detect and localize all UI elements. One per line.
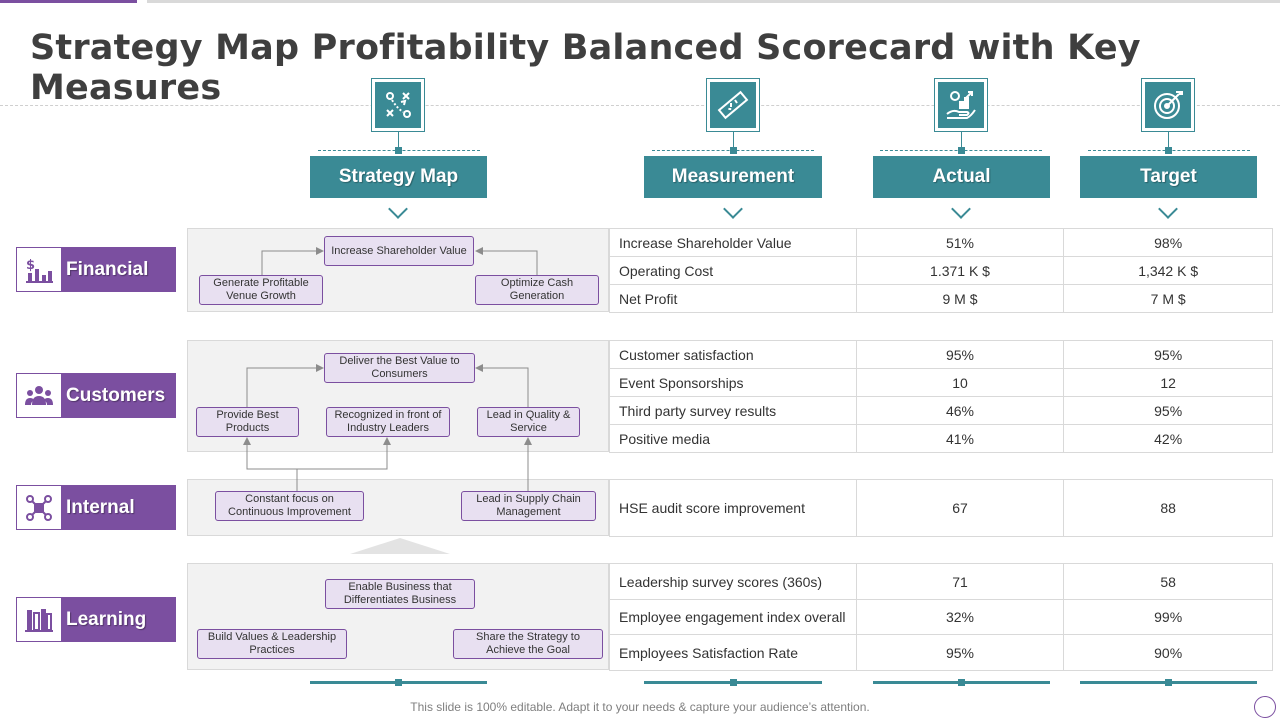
measure-cell: Operating Cost: [609, 256, 857, 285]
measures-table-learning: Leadership survey scores (360s) 71 58 Em…: [609, 563, 1273, 671]
strategy-plan-icon: [371, 78, 425, 132]
footer-note: This slide is 100% editable. Adapt it to…: [410, 700, 870, 714]
measure-cell: Increase Shareholder Value: [609, 228, 857, 257]
strategy-box-deliver-best-value: Deliver the Best Value to Consumers: [324, 353, 475, 383]
actual-cell: 95%: [855, 340, 1065, 369]
column-label-strategy: Strategy Map: [310, 156, 487, 198]
measures-table-financial: Increase Shareholder Value 51% 98% Opera…: [609, 228, 1273, 313]
actual-cell: 46%: [855, 396, 1065, 425]
target-cell: 88: [1063, 479, 1273, 537]
title-divider: [0, 105, 1280, 106]
strategy-box-provide-best-products: Provide Best Products: [196, 407, 299, 437]
perspective-label-learning: Learning: [62, 597, 176, 642]
perspective-customers: Customers: [16, 373, 176, 418]
actual-cell: 32%: [855, 599, 1065, 635]
strategy-box-supply-chain: Lead in Supply Chain Management: [461, 491, 596, 521]
bottom-dot: [730, 679, 737, 686]
strategy-box-continuous-improvement: Constant focus on Continuous Improvement: [215, 491, 364, 521]
target-cell: 12: [1063, 368, 1273, 397]
table-row: Customer satisfaction 95% 95%: [609, 340, 1273, 369]
target-cell: 90%: [1063, 634, 1273, 671]
target-cell: 99%: [1063, 599, 1273, 635]
strategy-box-generate-profitable-growth: Generate Profitable Venue Growth: [199, 275, 323, 305]
table-row: Net Profit 9 M $ 7 M $: [609, 284, 1273, 313]
target-cell: 1,342 K $: [1063, 256, 1273, 285]
measure-cell: Employee engagement index overall: [609, 599, 857, 635]
top-accent-bar: [0, 0, 137, 3]
measure-cell: HSE audit score improvement: [609, 479, 857, 537]
strategy-box-recognized-industry-leaders: Recognized in front of Industry Leaders: [326, 407, 450, 437]
measure-cell: Net Profit: [609, 284, 857, 313]
table-row: Operating Cost 1.371 K $ 1,342 K $: [609, 256, 1273, 285]
column-label-actual: Actual: [873, 156, 1050, 198]
target-cell: 58: [1063, 563, 1273, 600]
measure-cell: Event Sponsorships: [609, 368, 857, 397]
money-growth-icon: [934, 78, 988, 132]
actual-cell: 41%: [855, 424, 1065, 453]
people-group-icon: [16, 373, 62, 418]
measure-cell: Third party survey results: [609, 396, 857, 425]
target-cell: 42%: [1063, 424, 1273, 453]
target-cell: 95%: [1063, 340, 1273, 369]
table-row: Employee engagement index overall 32% 99…: [609, 599, 1273, 635]
books-icon: [16, 597, 62, 642]
strategy-box-build-values: Build Values & Leadership Practices: [197, 629, 347, 659]
perspective-internal: Internal: [16, 485, 176, 530]
strategy-box-lead-quality-service: Lead in Quality & Service: [477, 407, 580, 437]
table-row: Third party survey results 46% 95%: [609, 396, 1273, 425]
measure-cell: Leadership survey scores (360s): [609, 563, 857, 600]
actual-cell: 9 M $: [855, 284, 1065, 313]
bottom-dot: [395, 679, 402, 686]
corner-circle: [1254, 696, 1276, 718]
page-title: Strategy Map Profitability Balanced Scor…: [30, 28, 1141, 108]
column-label-target: Target: [1080, 156, 1257, 198]
table-row: HSE audit score improvement 67 88: [609, 479, 1273, 537]
perspective-learning: Learning: [16, 597, 176, 642]
actual-cell: 71: [855, 563, 1065, 600]
table-row: Employees Satisfaction Rate 95% 90%: [609, 634, 1273, 671]
top-gray-bar: [147, 0, 1280, 3]
actual-cell: 51%: [855, 228, 1065, 257]
table-row: Event Sponsorships 10 12: [609, 368, 1273, 397]
strategy-box-increase-shareholder-value: Increase Shareholder Value: [324, 236, 474, 266]
target-cell: 95%: [1063, 396, 1273, 425]
table-row: Increase Shareholder Value 51% 98%: [609, 228, 1273, 257]
perspective-label-customers: Customers: [62, 373, 176, 418]
svg-text:$: $: [26, 258, 35, 273]
actual-cell: 95%: [855, 634, 1065, 671]
measure-cell: Positive media: [609, 424, 857, 453]
target-cell: 98%: [1063, 228, 1273, 257]
perspective-financial: $ Financial: [16, 247, 176, 292]
measure-cell: Customer satisfaction: [609, 340, 857, 369]
perspective-label-financial: Financial: [62, 247, 176, 292]
strategy-box-share-strategy: Share the Strategy to Achieve the Goal: [453, 629, 603, 659]
measures-table-internal: HSE audit score improvement 67 88: [609, 479, 1273, 537]
actual-cell: 10: [855, 368, 1065, 397]
bottom-dot: [958, 679, 965, 686]
strategy-box-enable-business: Enable Business that Differentiates Busi…: [325, 579, 475, 609]
process-network-icon: [16, 485, 62, 530]
panel-pointer: [350, 538, 450, 554]
target-cell: 7 M $: [1063, 284, 1273, 313]
bottom-dot: [1165, 679, 1172, 686]
perspective-label-internal: Internal: [62, 485, 176, 530]
actual-cell: 67: [855, 479, 1065, 537]
ruler-icon: [706, 78, 760, 132]
strategy-box-optimize-cash: Optimize Cash Generation: [475, 275, 599, 305]
actual-cell: 1.371 K $: [855, 256, 1065, 285]
measure-cell: Employees Satisfaction Rate: [609, 634, 857, 671]
measures-table-customers: Customer satisfaction 95% 95% Event Spon…: [609, 340, 1273, 453]
target-icon: [1141, 78, 1195, 132]
bar-chart-dollar-icon: $: [16, 247, 62, 292]
column-label-measurement: Measurement: [644, 156, 822, 198]
table-row: Leadership survey scores (360s) 71 58: [609, 563, 1273, 600]
table-row: Positive media 41% 42%: [609, 424, 1273, 453]
